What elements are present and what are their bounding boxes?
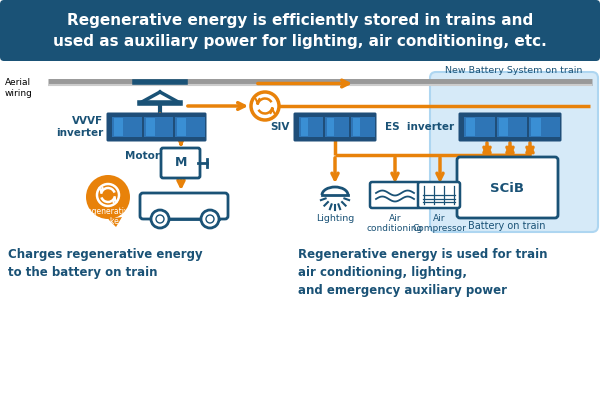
Text: Motor: Motor xyxy=(125,151,161,161)
FancyBboxPatch shape xyxy=(146,118,155,136)
FancyBboxPatch shape xyxy=(418,182,460,208)
Text: Aerial
wiring: Aerial wiring xyxy=(5,78,33,98)
Text: VVVF
inverter: VVVF inverter xyxy=(56,116,103,138)
Polygon shape xyxy=(108,217,122,227)
FancyBboxPatch shape xyxy=(293,112,377,142)
Circle shape xyxy=(206,215,214,223)
FancyBboxPatch shape xyxy=(532,118,541,136)
Text: Regenerative
brake: Regenerative brake xyxy=(82,207,134,226)
Text: SCiB: SCiB xyxy=(490,181,524,195)
Circle shape xyxy=(156,215,164,223)
Text: Regenerative energy is efficiently stored in trains and
used as auxiliary power : Regenerative energy is efficiently store… xyxy=(53,13,547,49)
Text: Charges regenerative energy
to the battery on train: Charges regenerative energy to the batte… xyxy=(8,248,203,279)
Text: Lighting: Lighting xyxy=(316,214,354,223)
Text: Air
Compressor: Air Compressor xyxy=(412,214,466,233)
Text: SIV: SIV xyxy=(271,122,290,132)
Text: Air
conditioning: Air conditioning xyxy=(367,214,423,233)
FancyBboxPatch shape xyxy=(430,72,598,232)
Circle shape xyxy=(201,210,219,228)
FancyBboxPatch shape xyxy=(499,118,508,136)
FancyBboxPatch shape xyxy=(107,112,206,142)
Circle shape xyxy=(251,92,279,120)
FancyBboxPatch shape xyxy=(299,117,323,137)
FancyBboxPatch shape xyxy=(457,157,558,218)
Circle shape xyxy=(86,175,130,219)
FancyBboxPatch shape xyxy=(161,148,200,178)
FancyBboxPatch shape xyxy=(140,193,228,219)
FancyBboxPatch shape xyxy=(178,118,186,136)
FancyBboxPatch shape xyxy=(114,118,123,136)
FancyBboxPatch shape xyxy=(351,117,375,137)
FancyBboxPatch shape xyxy=(353,118,360,136)
Text: M: M xyxy=(175,157,187,169)
FancyBboxPatch shape xyxy=(175,117,205,137)
Circle shape xyxy=(151,210,169,228)
FancyBboxPatch shape xyxy=(112,117,142,137)
Text: ES  inverter: ES inverter xyxy=(385,122,454,132)
FancyBboxPatch shape xyxy=(370,182,420,208)
Text: Battery on train: Battery on train xyxy=(468,221,546,231)
FancyBboxPatch shape xyxy=(466,118,475,136)
FancyBboxPatch shape xyxy=(464,117,494,137)
FancyBboxPatch shape xyxy=(497,117,527,137)
FancyBboxPatch shape xyxy=(0,0,600,61)
FancyBboxPatch shape xyxy=(327,118,334,136)
Text: Regenerative energy is used for train
air conditioning, lighting,
and emergency : Regenerative energy is used for train ai… xyxy=(298,248,548,297)
FancyBboxPatch shape xyxy=(325,117,349,137)
FancyBboxPatch shape xyxy=(529,117,560,137)
FancyBboxPatch shape xyxy=(458,112,562,142)
FancyBboxPatch shape xyxy=(143,117,173,137)
Text: New Battery System on train: New Battery System on train xyxy=(445,66,583,75)
FancyBboxPatch shape xyxy=(301,118,308,136)
